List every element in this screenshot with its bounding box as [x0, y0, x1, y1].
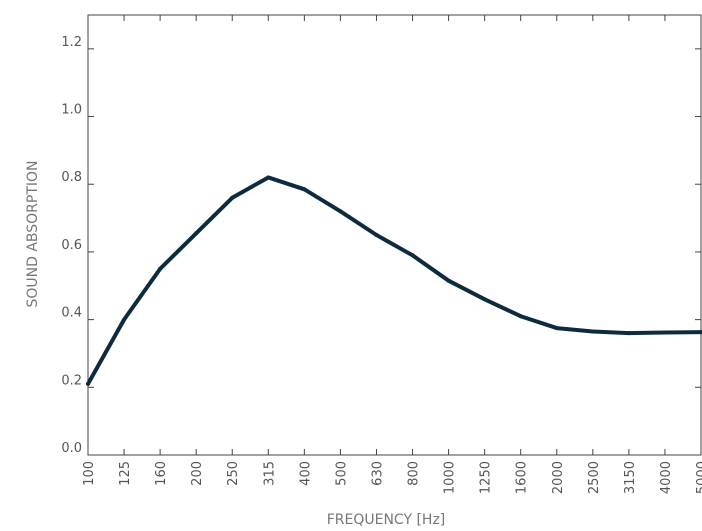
x-tick-label: 800 [407, 461, 422, 486]
data-point [266, 175, 271, 180]
plot-frame [87, 14, 702, 456]
x-axis-label: FREQUENCY [Hz] [327, 512, 446, 528]
y-tick-label: 0.2 [61, 373, 82, 388]
data-point [662, 330, 667, 335]
y-tick-label: 0.8 [61, 170, 82, 185]
data-point [446, 278, 451, 283]
x-tick-label: 1600 [515, 461, 530, 494]
y-tick-label: 0.6 [61, 238, 82, 253]
data-point [86, 381, 90, 386]
x-tick-label: 1000 [443, 461, 458, 494]
x-tick-label: 160 [154, 461, 169, 486]
data-point [302, 187, 307, 192]
x-tick-label: 2000 [551, 461, 566, 494]
x-tick-label: 315 [262, 461, 277, 486]
y-axis-label: SOUND ABSORPTION [25, 160, 41, 307]
x-tick-label: 2500 [587, 461, 602, 494]
x-tick-label: 1250 [479, 461, 494, 494]
data-point [122, 317, 127, 322]
y-tick-label: 0.0 [61, 441, 82, 456]
x-tick-label: 200 [190, 461, 205, 486]
x-tick-label: 630 [370, 461, 385, 486]
data-point [374, 233, 379, 237]
data-point [590, 329, 595, 334]
x-tick-label: 250 [226, 461, 241, 486]
data-point [482, 297, 487, 302]
data-point [230, 195, 235, 200]
data-point [194, 231, 199, 236]
data-point [554, 326, 559, 331]
x-tick-label: 400 [298, 461, 313, 486]
series-line [86, 175, 702, 386]
y-axis: 0.0 0.2 0.4 0.6 0.8 1.0 1.2 [61, 35, 701, 456]
data-point [158, 266, 163, 271]
x-tick-label: 125 [118, 461, 133, 486]
data-point [338, 209, 343, 214]
y-tick-label: 1.0 [61, 103, 82, 118]
data-point [518, 314, 523, 319]
x-axis: 100 125 160 200 250 315 400 500 630 800 1000 1250 16… [82, 15, 702, 494]
x-tick-label: 4000 [659, 461, 674, 494]
series-layer [86, 175, 702, 386]
x-tick-label: 5000 [695, 461, 702, 494]
x-tick-label: 500 [334, 461, 349, 486]
y-tick-label: 0.4 [61, 306, 82, 321]
data-point [699, 330, 702, 335]
y-tick-label: 1.2 [61, 35, 82, 50]
data-point [410, 253, 415, 258]
x-tick-label: 100 [82, 461, 97, 486]
x-tick-label: 3150 [623, 461, 638, 494]
data-point [626, 331, 631, 336]
